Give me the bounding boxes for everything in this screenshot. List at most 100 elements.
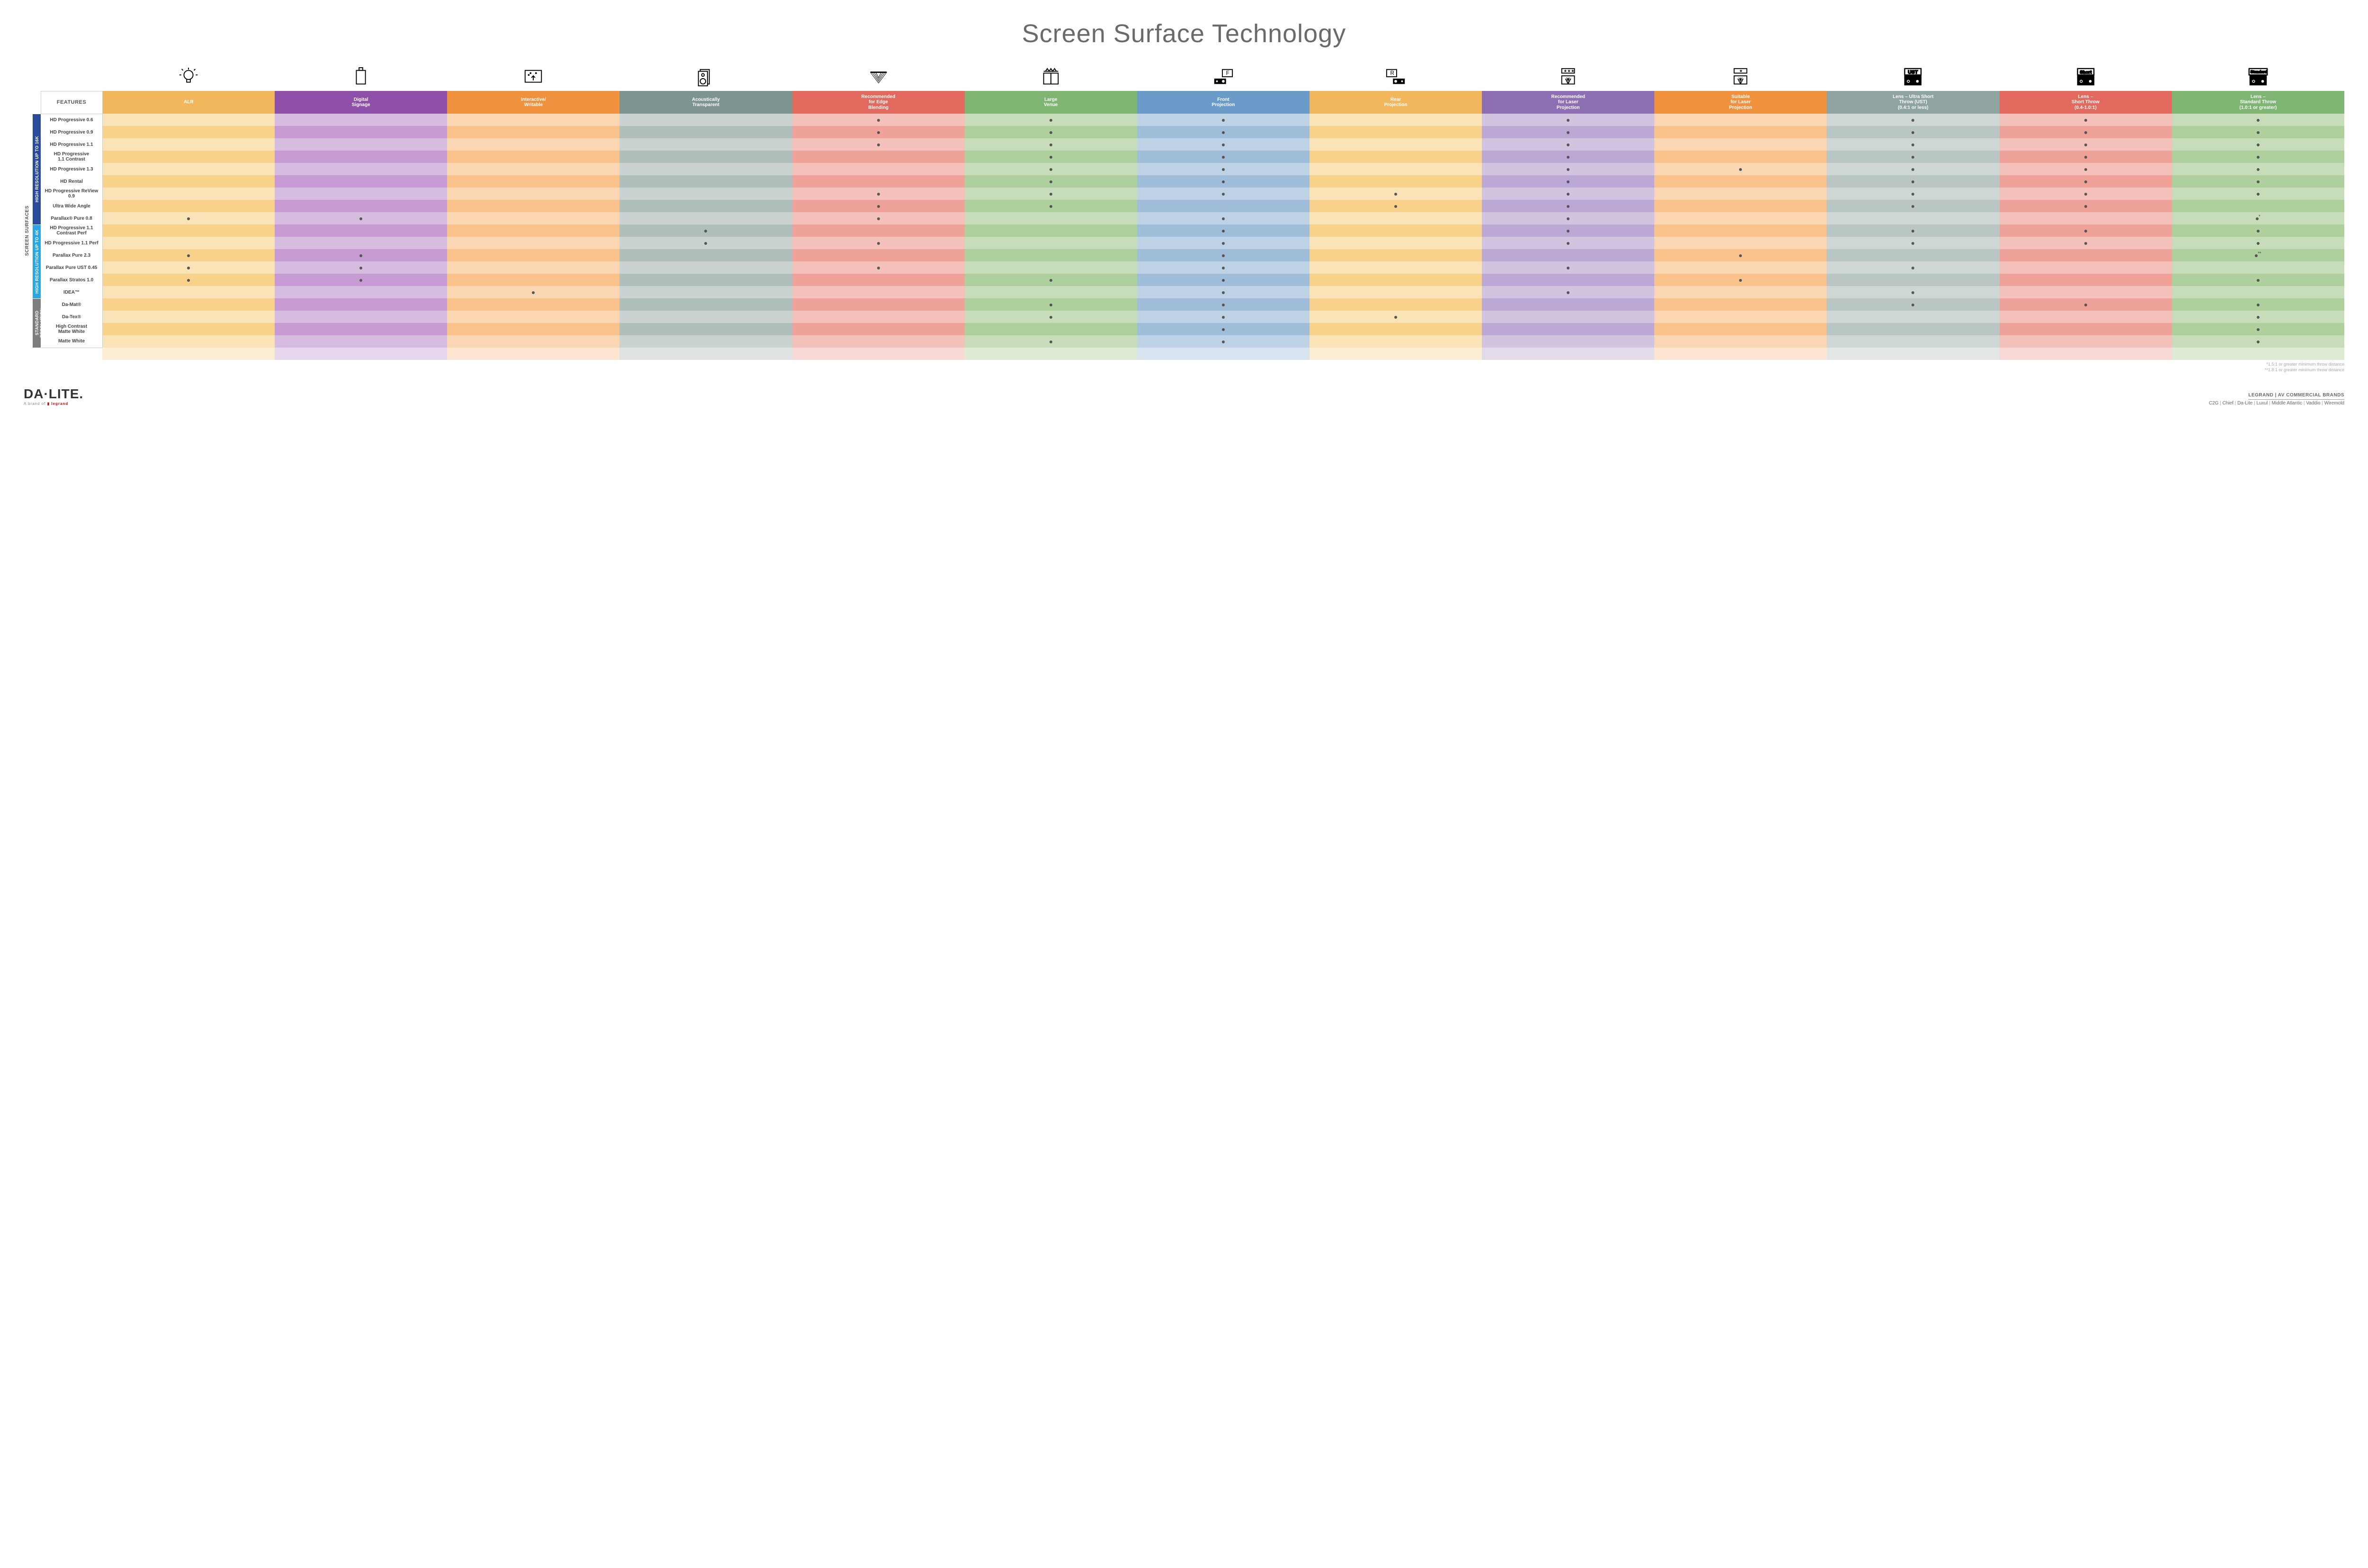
feature-cell [965, 126, 1137, 138]
dot-icon [1911, 131, 1914, 134]
front-proj-icon: F [1137, 63, 1310, 91]
feature-cell [792, 151, 965, 163]
feature-cell [2172, 188, 2344, 200]
feature-cell [792, 286, 965, 298]
feature-cell [1827, 151, 1999, 163]
feature-cell [1310, 114, 1482, 126]
feature-cell [102, 224, 275, 237]
feature-cell [447, 212, 619, 224]
svg-text:Short: Short [2080, 70, 2092, 75]
feature-cell [1137, 188, 1310, 200]
dot-icon [877, 217, 880, 220]
feature-cell [1310, 224, 1482, 237]
feature-cell [275, 237, 447, 249]
feature-cell [447, 175, 619, 188]
feature-cell [2000, 323, 2172, 335]
dot-icon [1222, 328, 1225, 331]
feature-cell [619, 126, 792, 138]
feature-cell [1482, 249, 1654, 261]
feature-cell [619, 298, 792, 311]
truss-icon [965, 63, 1137, 91]
feature-name: HD Progressive 0.9 [41, 126, 102, 138]
feature-cell [1137, 200, 1310, 212]
dot-icon [1222, 143, 1225, 146]
dot-icon [1911, 193, 1914, 196]
dot-icon [2257, 328, 2260, 331]
feature-cell [275, 114, 447, 126]
dot-icon [1911, 205, 1914, 208]
feature-cell [1137, 286, 1310, 298]
footnotes: *1.5:1 or greater minimum throw distance… [24, 362, 2344, 373]
dot-icon [1911, 291, 1914, 294]
feature-cell [1654, 237, 1827, 249]
brand-item: Chief [2223, 401, 2238, 406]
feature-cell [2000, 311, 2172, 323]
feature-cell [2000, 212, 2172, 224]
dot-icon [1394, 205, 1397, 208]
feature-cell [1137, 175, 1310, 188]
feature-cell [619, 151, 792, 163]
feature-cell [1827, 188, 1999, 200]
feature-cell [1482, 151, 1654, 163]
feature-cell [1827, 224, 1999, 237]
feature-cell [2172, 151, 2344, 163]
feature-cell [619, 335, 792, 348]
dot-icon [1222, 267, 1225, 269]
feature-cell [102, 175, 275, 188]
feature-cell [102, 163, 275, 175]
feature-cell [619, 138, 792, 151]
dot-icon [2257, 193, 2260, 196]
feature-cell [792, 200, 965, 212]
brand-item: Wiremold [2324, 401, 2344, 406]
feature-cell [1654, 335, 1827, 348]
feature-cell [619, 249, 792, 261]
dot-icon [1567, 205, 1570, 208]
section-label: STANDARDRESOLUTION [33, 306, 46, 340]
feature-cell [1137, 274, 1310, 286]
feature-cell [447, 188, 619, 200]
feature-cell [1137, 114, 1310, 126]
feature-cell [275, 249, 447, 261]
feature-cell [447, 274, 619, 286]
feature-cell [102, 200, 275, 212]
feature-cell [2172, 163, 2344, 175]
feature-cell [2172, 224, 2344, 237]
feature-cell: * [2172, 212, 2344, 224]
touch-icon [447, 63, 619, 91]
dot-icon [1222, 242, 1225, 245]
feature-cell [2000, 175, 2172, 188]
dot-icon [2084, 193, 2087, 196]
feature-cell [1310, 212, 1482, 224]
feature-cell [1137, 249, 1310, 261]
feature-cell [447, 311, 619, 323]
feature-cell [1482, 298, 1654, 311]
dot-icon [2084, 143, 2087, 146]
feature-cell [1827, 286, 1999, 298]
column-header: Suitablefor LaserProjection [1654, 91, 1827, 114]
feature-cell [1482, 200, 1654, 212]
feature-cell [2172, 114, 2344, 126]
feature-cell [102, 237, 275, 249]
dot-icon [1049, 193, 1052, 196]
feature-cell [619, 200, 792, 212]
dot-icon [1911, 242, 1914, 245]
feature-cell [447, 298, 619, 311]
feature-cell [2000, 188, 2172, 200]
dot-icon [704, 230, 707, 233]
feature-cell [1310, 126, 1482, 138]
feature-cell [2172, 311, 2344, 323]
feature-cell [1482, 286, 1654, 298]
dot-icon [1222, 291, 1225, 294]
venue-icon [792, 63, 965, 91]
ust-icon: UST [1827, 63, 1999, 91]
feature-cell [1654, 274, 1827, 286]
dot-icon [1049, 156, 1052, 159]
feature-cell [102, 126, 275, 138]
column-header: Lens – Ultra ShortThrow (UST)(0.4:1 or l… [1827, 91, 1999, 114]
feature-name: HD Progressive 1.1Contrast Perf [41, 224, 102, 237]
feature-cell [1827, 249, 1999, 261]
dot-icon [1049, 143, 1052, 146]
feature-name: Parallax® Pure 0.8 [41, 212, 102, 224]
dot-icon [1911, 156, 1914, 159]
dot-icon [1567, 156, 1570, 159]
